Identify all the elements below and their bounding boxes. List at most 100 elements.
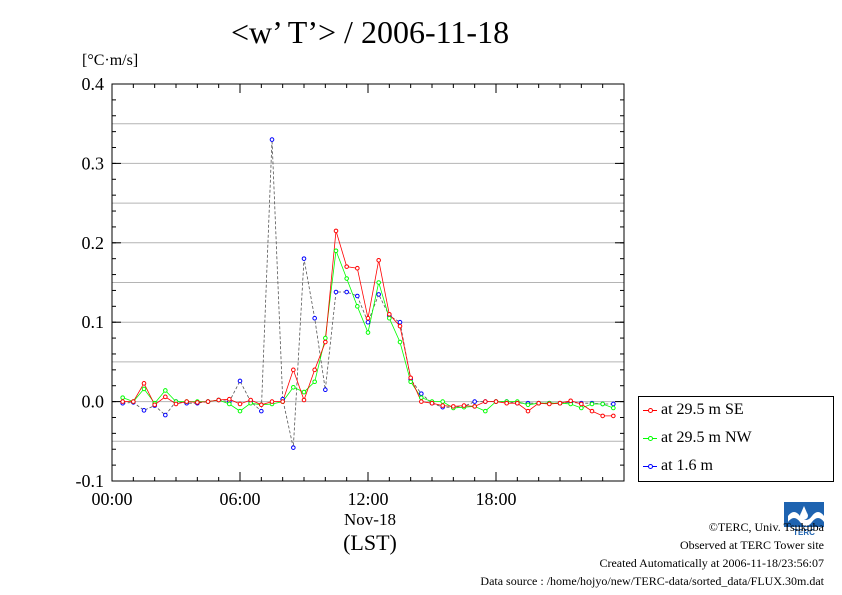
data-point <box>291 385 296 390</box>
data-point <box>216 397 221 403</box>
data-point <box>259 402 264 408</box>
data-point <box>355 304 360 309</box>
legend-label-1-6m: at 1.6 m <box>661 457 713 474</box>
data-point <box>163 412 168 418</box>
data-point <box>280 399 285 404</box>
data-point <box>312 379 317 385</box>
data-point <box>344 276 349 281</box>
footer-created: Created Automatically at 2006-11-18/23:5… <box>599 556 824 570</box>
data-point <box>440 403 445 408</box>
data-point <box>301 397 307 403</box>
data-point <box>536 400 541 406</box>
data-point <box>440 399 445 404</box>
footer-source: Data source : /home/hojyo/new/TERC-data/… <box>480 574 824 588</box>
data-point <box>344 289 349 295</box>
x-axis-label: (LST) <box>343 530 397 555</box>
y-tick-label: 0.1 <box>82 312 105 332</box>
data-point <box>397 323 403 329</box>
data-point <box>269 399 275 404</box>
data-point <box>237 401 243 407</box>
data-point <box>131 399 136 404</box>
legend-marker-1-6m <box>643 464 657 469</box>
chart-legend: at 29.5 m SE at 29.5 m NW at 1.6 m <box>638 396 834 482</box>
data-point <box>472 399 477 404</box>
data-point <box>525 402 531 408</box>
legend-item-se: at 29.5 m SE <box>639 401 835 421</box>
data-point <box>184 399 189 404</box>
data-point <box>237 378 243 384</box>
data-point <box>248 397 253 403</box>
footer-copyright: ©TERC, Univ. Tsukuba <box>708 520 824 534</box>
data-point <box>312 315 317 321</box>
data-point <box>195 400 200 405</box>
legend-label-se: at 29.5 m SE <box>661 401 744 418</box>
data-point <box>141 408 147 413</box>
data-point <box>301 389 307 395</box>
data-point <box>419 399 424 404</box>
data-point <box>408 375 413 381</box>
data-point <box>259 408 264 414</box>
x-axis-date-label: Nov-18 <box>344 510 396 529</box>
data-point <box>568 398 573 404</box>
data-point <box>323 339 328 345</box>
data-point <box>120 395 125 400</box>
data-point <box>600 401 605 407</box>
data-point <box>333 228 339 234</box>
data-point <box>387 315 392 321</box>
data-point <box>237 408 243 414</box>
data-point <box>365 315 371 321</box>
data-point <box>173 401 179 407</box>
data-point <box>141 386 147 392</box>
x-tick-label: 06:00 <box>219 489 260 509</box>
data-point <box>376 280 381 285</box>
legend-marker-nw <box>643 436 657 441</box>
y-tick-label: 0.4 <box>82 74 105 94</box>
data-point <box>408 379 413 385</box>
data-point <box>227 401 232 407</box>
data-point <box>493 399 499 404</box>
legend-label-nw: at 29.5 m NW <box>661 429 752 446</box>
data-point <box>451 404 456 409</box>
data-point <box>163 388 168 393</box>
data-point <box>344 264 349 269</box>
data-point <box>120 399 125 404</box>
data-point <box>376 257 381 263</box>
data-point <box>397 319 403 325</box>
data-point <box>419 395 424 400</box>
chart-title: <w’ T’> / 2006-11-18 <box>230 14 510 50</box>
data-point <box>579 401 584 407</box>
data-point <box>312 367 317 373</box>
data-point <box>611 405 616 411</box>
data-point <box>333 289 339 295</box>
terc-logo-icon: TERC <box>784 502 824 536</box>
data-point <box>547 401 552 407</box>
data-point <box>504 400 509 406</box>
legend-item-nw: at 29.5 m NW <box>639 429 835 449</box>
data-point <box>419 391 424 396</box>
data-point <box>333 248 339 254</box>
y-tick-label: -0.1 <box>76 471 105 491</box>
data-point <box>387 311 392 317</box>
data-point <box>472 404 477 409</box>
data-point <box>376 292 381 297</box>
data-point <box>589 401 595 407</box>
data-point <box>291 367 296 373</box>
data-point <box>589 408 595 414</box>
data-point <box>600 413 605 419</box>
x-tick-label: 18:00 <box>475 489 516 509</box>
data-point <box>163 394 168 400</box>
data-point <box>227 396 232 402</box>
data-point <box>483 399 488 404</box>
data-point <box>269 137 275 142</box>
svg-text:TERC: TERC <box>793 528 815 536</box>
data-point <box>557 400 563 406</box>
data-point <box>611 413 616 419</box>
data-point <box>579 405 584 411</box>
y-axis-unit: [°C·m/s] <box>82 52 139 69</box>
legend-item-1-6m: at 1.6 m <box>639 457 835 477</box>
data-point <box>355 293 360 299</box>
y-tick-label: 0.2 <box>82 233 105 253</box>
footer-observed: Observed at TERC Tower site <box>679 538 824 552</box>
x-tick-label: 12:00 <box>347 489 388 509</box>
